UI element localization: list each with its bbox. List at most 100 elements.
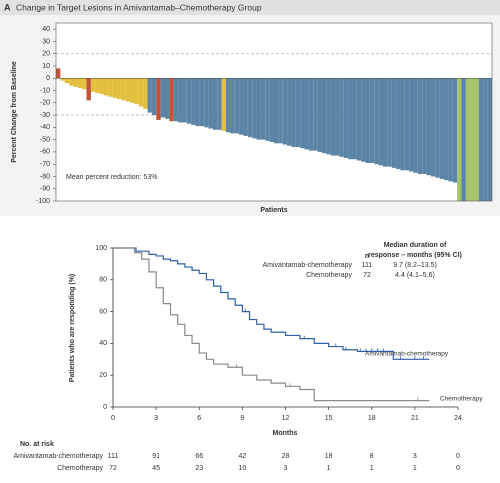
bar [169,78,174,122]
bar [291,78,296,147]
bar [69,78,74,86]
bar [191,78,196,125]
bar [317,78,322,152]
bar [265,78,270,141]
bar [295,78,301,147]
bar [478,78,484,201]
bar [483,78,488,201]
bar [409,78,414,172]
bar [435,78,440,178]
bar [230,78,235,134]
x-tick-label: 12 [282,415,290,422]
bar [86,78,91,101]
bar [396,78,401,170]
bar [413,78,418,173]
bar [426,78,431,176]
bar [374,78,379,165]
bar [108,78,113,97]
bar [208,78,213,129]
bar [278,78,283,144]
bar [112,78,118,98]
table-header: n [365,253,369,260]
bar [404,78,410,171]
risk-count: 42 [238,453,246,460]
risk-count: 1 [413,465,417,472]
bar [195,78,200,127]
bar [369,78,375,163]
bar [182,78,187,123]
risk-count: 28 [282,453,290,460]
y-tick-label: -20 [40,100,50,107]
bar [204,78,209,128]
bar [348,78,353,160]
bar [247,78,253,138]
bar [60,78,65,81]
bar [217,78,222,130]
bar [326,78,331,155]
risk-count: 3 [284,465,288,472]
bar [417,78,423,174]
bar [400,78,405,171]
bar [422,78,427,174]
bar [274,78,279,144]
bar [147,78,152,113]
y-tick-label: -10 [40,87,50,94]
bar [356,78,362,161]
bar [64,78,70,84]
x-tick-label: 18 [368,415,376,422]
risk-row-name: Chemotherapy [57,465,103,472]
bar [448,78,453,182]
risk-count: 45 [152,465,160,472]
bar [199,78,205,127]
y-tick-label: 0 [103,404,107,411]
bar [452,78,458,183]
bar [391,78,397,168]
y-tick-label: 30 [42,38,50,45]
table-n: 111 [362,262,373,269]
y-tick-label: 20 [99,372,107,379]
y-tick-label: -60 [40,149,50,156]
bar [256,78,261,140]
bar [103,78,109,96]
risk-count: 0 [456,453,460,460]
risk-count: 23 [195,465,203,472]
bar [130,78,135,103]
panel-title: Change in Target Lesions in Amivantamab–… [16,2,262,12]
bar [243,78,248,136]
annotation: Mean percent reduction: 53% [66,174,157,181]
bar [439,78,445,179]
bar [282,78,288,145]
x-tick-label: 24 [454,415,462,422]
bar [465,78,471,201]
bar [352,78,357,160]
bar [234,78,240,134]
y-tick-label: 20 [42,51,50,58]
bar [461,78,466,201]
panel-label: A [4,2,11,12]
bar [383,78,388,167]
y-tick-label: 100 [95,245,107,252]
risk-count: 18 [325,453,333,460]
panel-a-title-band [0,0,500,15]
bar [178,78,183,123]
bar [343,78,349,159]
risk-count: 72 [109,465,117,472]
bar [160,78,165,118]
table-n: 72 [363,272,371,279]
plot-frame [55,22,493,202]
x-tick-label: 21 [411,415,419,422]
risk-row-name: Amivantamab-chemotherapy [14,453,104,460]
bar [82,78,87,90]
bar [221,78,227,132]
table-median: 4.4 (4.1–5.6) [395,272,435,279]
bar [269,78,274,143]
bar [77,78,83,89]
y-axis-label: Patients who are responding (%) [69,274,76,383]
y-tick-label: -100 [36,198,50,205]
bar [260,78,266,140]
bar [361,78,366,162]
risk-table-label: No. at risk [20,441,54,448]
bar [99,78,104,95]
y-tick-label: -30 [40,112,50,119]
